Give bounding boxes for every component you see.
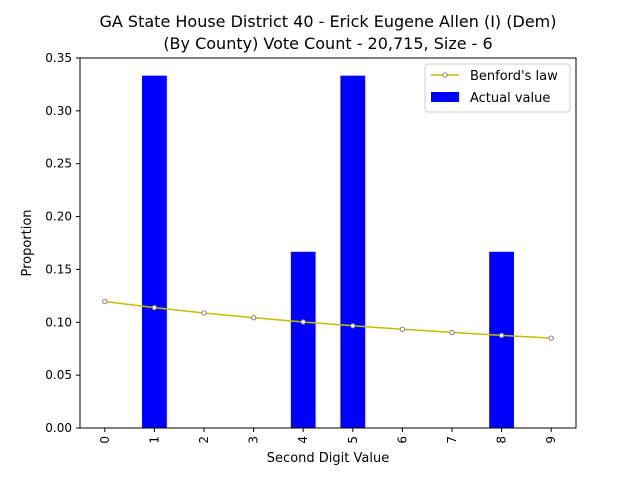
y-axis: 0.00 0.05 0.10 0.15 0.20 0.25 0.30 0.35 bbox=[45, 51, 80, 435]
y-tick-label-4: 0.20 bbox=[45, 210, 72, 224]
bar-digit-5 bbox=[340, 75, 366, 429]
x-tick-label-5: 5 bbox=[346, 436, 360, 444]
x-tick-label-9: 9 bbox=[544, 436, 558, 444]
benford-line bbox=[104, 300, 552, 339]
x-tick-label-3: 3 bbox=[247, 436, 261, 444]
y-tick-label-2: 0.10 bbox=[45, 315, 72, 329]
y-axis-label: Proportion bbox=[20, 209, 35, 276]
x-axis-label: Second Digit Value bbox=[267, 451, 389, 466]
legend-benford-label: Benford's law bbox=[470, 69, 558, 84]
y-tick-label-6: 0.30 bbox=[45, 104, 72, 118]
x-tick-label-6: 6 bbox=[395, 436, 409, 444]
y-tick-label-5: 0.25 bbox=[45, 157, 72, 171]
y-tick-label-3: 0.15 bbox=[45, 262, 72, 276]
x-tick-label-7: 7 bbox=[445, 436, 459, 444]
plot-area-frame bbox=[79, 57, 577, 429]
benford-point-digit-9 bbox=[548, 335, 554, 341]
chart-title-line-2: (By County) Vote Count - 20,715, Size - … bbox=[163, 34, 492, 53]
x-tick-label-8: 8 bbox=[495, 436, 509, 444]
benford-point-digit-8 bbox=[498, 332, 505, 339]
legend-actual-label: Actual value bbox=[470, 91, 550, 106]
bar-digit-1 bbox=[142, 75, 167, 429]
benford-point-digit-6 bbox=[399, 326, 406, 332]
benford-point-digit-1 bbox=[151, 304, 158, 311]
legend-box bbox=[424, 63, 571, 113]
benford-point-digit-5 bbox=[350, 323, 356, 329]
x-tick-label-0: 0 bbox=[98, 436, 112, 444]
y-tick-label-1: 0.05 bbox=[45, 368, 72, 382]
x-axis: 0 1 2 3 4 5 6 7 8 9 bbox=[98, 428, 558, 444]
bar-digit-4 bbox=[290, 251, 316, 428]
x-tick-label-4: 4 bbox=[296, 436, 310, 444]
x-tick-label-1: 1 bbox=[147, 436, 161, 444]
benford-point-digit-4 bbox=[300, 319, 306, 325]
y-tick-label-7: 0.35 bbox=[45, 51, 72, 65]
benford-point-digit-0 bbox=[102, 298, 108, 305]
benford-point-digit-3 bbox=[250, 315, 257, 321]
x-tick-label-2: 2 bbox=[197, 436, 211, 444]
benford-line-layer bbox=[102, 298, 554, 341]
legend-benford-marker-sample bbox=[442, 72, 448, 78]
legend-actual-bar-sample bbox=[431, 92, 459, 102]
benford-point-digit-2 bbox=[201, 310, 207, 316]
y-tick-label-0: 0.00 bbox=[45, 421, 72, 435]
legend: Benford's law Actual value bbox=[424, 63, 571, 113]
benford-point-digit-7 bbox=[449, 329, 455, 336]
bars-layer bbox=[142, 75, 514, 429]
chart-title-line-1: GA State House District 40 - Erick Eugen… bbox=[100, 12, 557, 31]
bar-digit-8 bbox=[489, 251, 514, 428]
